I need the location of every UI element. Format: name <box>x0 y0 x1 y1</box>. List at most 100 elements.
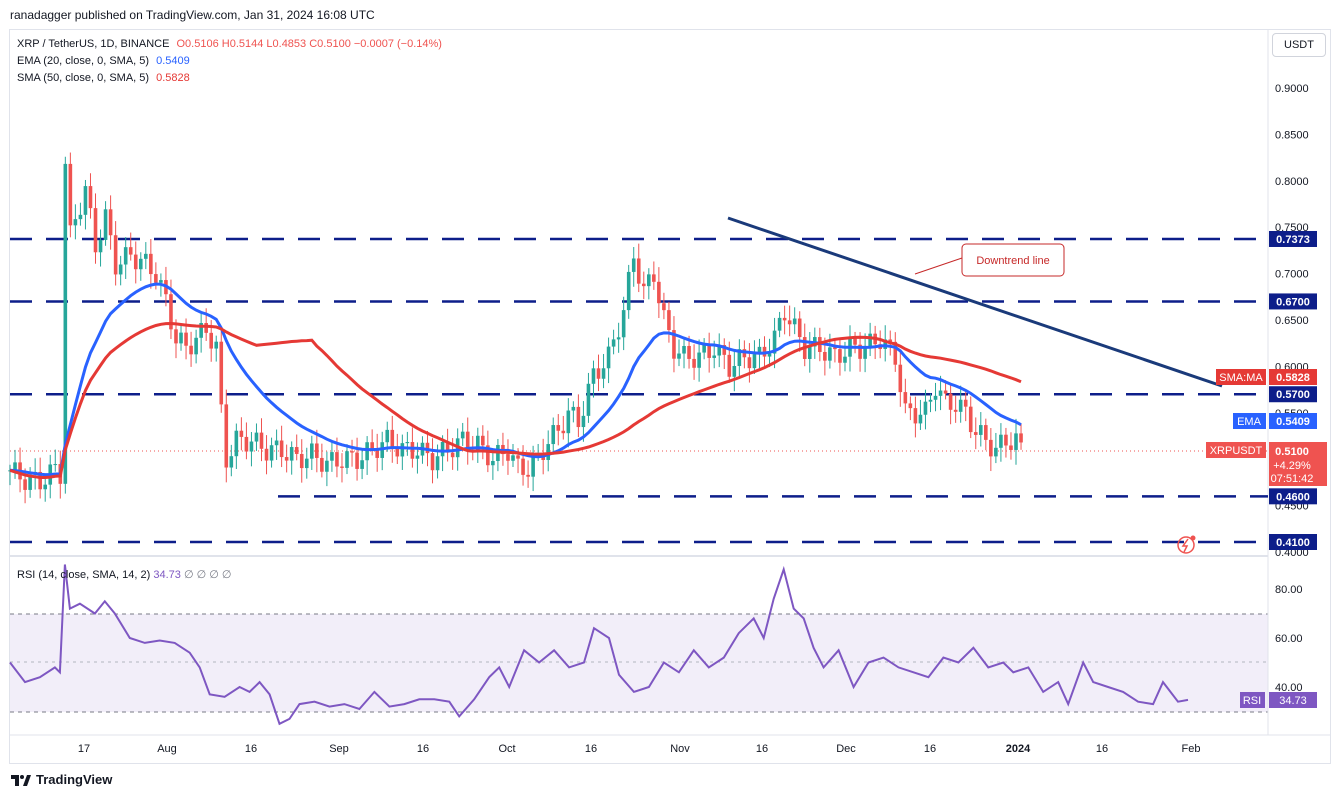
level-label-bg <box>1269 230 1317 247</box>
candle-body <box>440 441 445 457</box>
candle-body <box>274 440 279 446</box>
candle-body <box>787 320 792 325</box>
candle-body <box>978 425 983 435</box>
time-tick-label: Oct <box>498 743 515 755</box>
candle-body <box>647 274 651 287</box>
sma-legend[interactable]: SMA (50, close, 0, SMA, 5) <box>17 72 150 84</box>
candle-body <box>1009 445 1013 450</box>
candle-body <box>254 432 259 442</box>
candle-body <box>73 219 78 226</box>
candle-body <box>586 383 591 416</box>
candle-body <box>807 346 812 359</box>
rsi-legend-title[interactable]: RSI (14, close, SMA, 14, 2) <box>17 569 151 581</box>
candle-body <box>521 458 525 475</box>
tradingview-brand: TradingView <box>36 772 113 787</box>
time-tick-label: 16 <box>245 743 257 755</box>
candle-body <box>616 337 621 340</box>
candle-body <box>475 435 480 451</box>
svg-text:EMA: EMA <box>1237 416 1262 428</box>
candle-body <box>68 163 73 226</box>
candle-body <box>888 339 893 342</box>
rsi-legend-extra: ∅ ∅ ∅ ∅ <box>183 569 232 581</box>
rsi-legend-value: 34.73 <box>153 569 181 581</box>
candle-body <box>591 368 596 384</box>
candle-body <box>83 186 88 215</box>
candle-body <box>697 352 701 368</box>
candle-body <box>259 432 264 449</box>
candle-body <box>385 429 390 443</box>
candle-body <box>224 404 229 468</box>
candle-body <box>118 264 123 275</box>
candle-body <box>430 453 435 471</box>
candle-body <box>304 458 309 469</box>
level-label: 0.7373 <box>1276 234 1310 246</box>
candle-body <box>199 323 203 338</box>
candle-body <box>903 392 908 404</box>
candle-body <box>732 365 737 377</box>
tradingview-logo[interactable]: TradingView <box>10 772 112 787</box>
svg-text:0.5828: 0.5828 <box>1276 372 1310 384</box>
candle-body <box>1014 433 1018 450</box>
candle-body <box>13 462 17 471</box>
candle-body <box>596 368 601 379</box>
time-tick-label: Nov <box>670 743 690 755</box>
candle-body <box>154 274 158 283</box>
level-label-bg <box>1269 293 1317 310</box>
candle-body <box>486 445 490 466</box>
symbol-title[interactable]: XRP / TetherUS, 1D, BINANCE <box>17 38 170 50</box>
time-tick-label: 16 <box>924 743 936 755</box>
svg-text:XRPUSDT: XRPUSDT <box>1210 445 1263 457</box>
candle-body <box>898 364 903 393</box>
rsi-axis: 80.00 60.00 40.00 <box>1275 584 1303 694</box>
candle-body <box>98 239 103 253</box>
svg-text:07:51:42: 07:51:42 <box>1271 473 1314 485</box>
level-label-bg <box>1269 386 1317 403</box>
candle-body <box>284 457 289 461</box>
ema-legend-value: 0.5409 <box>156 55 190 67</box>
candle-body <box>410 442 415 459</box>
svg-text:0.5100: 0.5100 <box>1275 446 1309 458</box>
candle-body <box>722 345 727 355</box>
candle-body <box>219 341 224 405</box>
candle-body <box>968 406 973 433</box>
publisher-header: ranadagger published on TradingView.com,… <box>10 8 375 22</box>
candle-body <box>214 341 219 349</box>
candle-body <box>581 415 586 428</box>
candle-body <box>631 258 636 272</box>
candle-body <box>23 479 27 490</box>
candle-body <box>511 455 515 461</box>
level-label: 0.4100 <box>1276 537 1310 549</box>
rsi-line <box>9 564 1189 726</box>
candle-body <box>652 274 656 282</box>
candle-body <box>707 344 711 358</box>
time-tick-label: 16 <box>756 743 768 755</box>
candle-body <box>958 399 963 412</box>
candle-body <box>138 258 143 270</box>
candle-body <box>717 345 722 356</box>
alert-icon[interactable] <box>1177 535 1196 554</box>
candles <box>8 152 1023 504</box>
candle-body <box>984 425 988 440</box>
downtrend-line <box>727 216 1223 388</box>
currency-units-button[interactable]: USDT <box>1272 33 1326 57</box>
candle-body <box>103 209 108 240</box>
candle-body <box>264 448 269 461</box>
candle-body <box>315 443 319 458</box>
candle-body <box>883 339 888 349</box>
candle-body <box>963 399 968 407</box>
ema-legend[interactable]: EMA (20, close, 0, SMA, 5) <box>17 55 150 67</box>
candle-body <box>626 271 631 311</box>
time-tick-label: 16 <box>1096 743 1108 755</box>
rsi-tick-label: 40.00 <box>1275 682 1303 694</box>
candle-body <box>360 460 364 469</box>
candle-body <box>244 436 249 452</box>
candle-body <box>299 453 304 469</box>
candle-body <box>435 456 440 471</box>
candle-body <box>823 351 827 361</box>
candle-body <box>123 247 128 265</box>
svg-text:34.73: 34.73 <box>1279 695 1307 707</box>
sma-legend-value: 0.5828 <box>156 72 190 84</box>
level-label: 0.4600 <box>1276 491 1310 503</box>
rsi-tick-label: 60.00 <box>1275 633 1303 645</box>
